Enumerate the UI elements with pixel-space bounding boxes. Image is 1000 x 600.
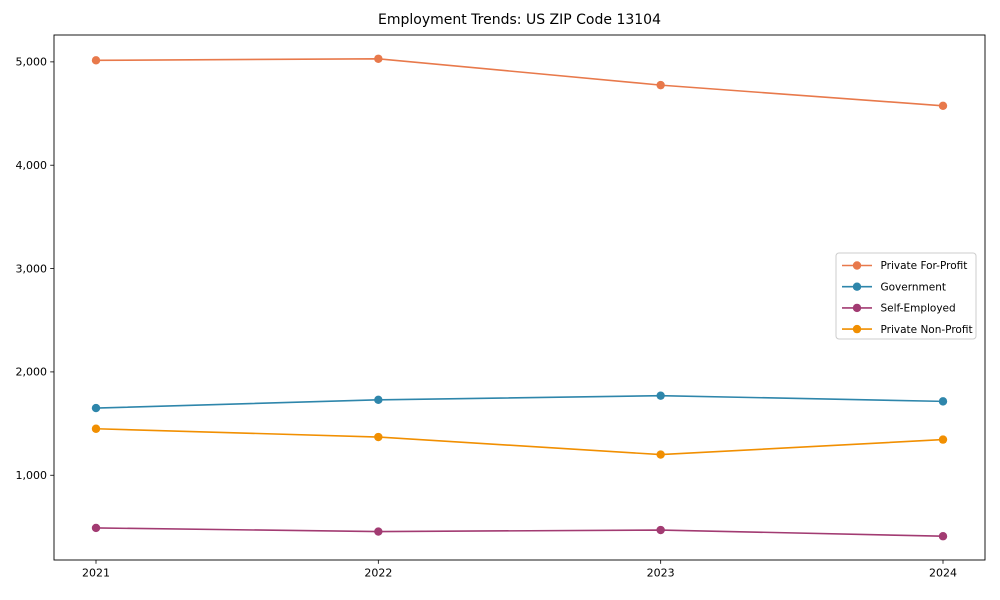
data-point-government <box>656 391 665 400</box>
series-line-self-employed <box>95 527 944 538</box>
data-point-private-non-profit <box>938 435 948 444</box>
legend-marker-icon <box>852 303 862 313</box>
y-tick-label: 1,000 <box>16 469 48 482</box>
legend-item-label-self-employed: Self-Employed <box>881 303 956 315</box>
data-point-self-employed <box>374 527 383 536</box>
series-line-private-for-profit <box>95 57 944 107</box>
data-point-private-non-profit <box>374 432 383 442</box>
legend-marker-icon <box>852 324 862 334</box>
data-point-government <box>938 397 948 406</box>
data-point-self-employed <box>91 523 101 533</box>
y-tick-label: 2,000 <box>16 366 48 379</box>
y-tick-label: 5,000 <box>16 56 48 69</box>
x-tick-label: 2022 <box>364 567 392 580</box>
legend-item-label-private-non-profit: Private Non-Profit <box>881 324 973 336</box>
x-tick-label: 2024 <box>929 567 957 580</box>
series-line-government <box>95 394 944 409</box>
data-point-self-employed <box>938 532 948 541</box>
x-tick-label: 2021 <box>82 567 110 580</box>
data-point-private-non-profit <box>656 450 665 459</box>
legend-item-label-government: Government <box>881 281 946 293</box>
legend-item-label-private-for-profit: Private For-Profit <box>881 260 968 272</box>
data-point-private-non-profit <box>91 424 101 433</box>
legend-marker-icon <box>852 282 862 291</box>
y-tick-label: 4,000 <box>16 159 48 172</box>
chart-title: Employment Trends: US ZIP Code 13104 <box>378 12 661 28</box>
data-point-private-for-profit <box>656 80 665 90</box>
series-line-private-non-profit <box>95 427 944 456</box>
data-point-private-for-profit <box>91 56 101 65</box>
y-tick-label: 3,000 <box>16 262 48 275</box>
data-point-government <box>91 403 101 413</box>
legend-marker-icon <box>852 261 862 270</box>
legend-box <box>835 252 977 340</box>
data-point-private-for-profit <box>374 54 383 63</box>
data-point-government <box>374 395 383 405</box>
x-tick-label: 2023 <box>647 567 675 580</box>
plot-border <box>53 34 986 561</box>
data-point-self-employed <box>656 525 665 535</box>
data-point-private-for-profit <box>938 101 948 110</box>
